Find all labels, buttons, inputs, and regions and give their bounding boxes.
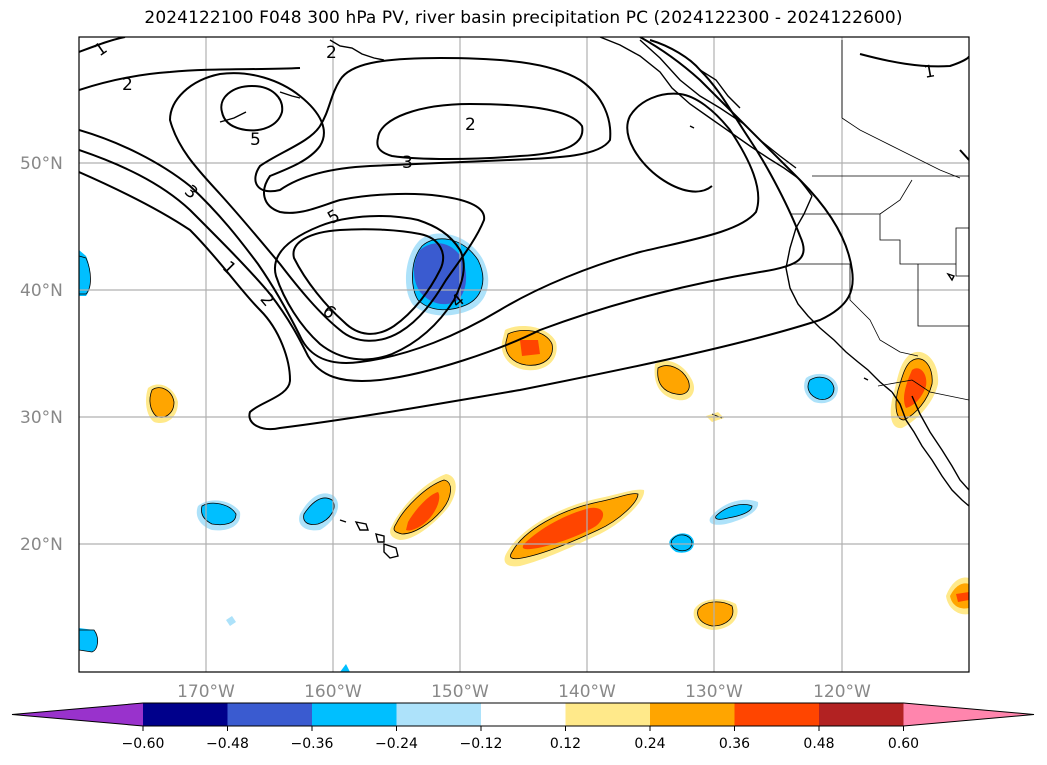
- precip-cell-negative: [405, 233, 489, 316]
- colorbar-cell: [312, 703, 397, 726]
- precip-cell-negative: [340, 664, 350, 672]
- pv-contour-label: 2: [122, 75, 133, 95]
- precip-cell-negative: [808, 377, 834, 400]
- precip-cell-positive: [149, 387, 174, 418]
- precip-cell-negative: [79, 628, 98, 652]
- colorbar-tick-label: 0.12: [550, 736, 581, 752]
- colorbar-cell: [565, 703, 651, 726]
- pv-contours: [79, 37, 969, 430]
- precip-cell-outlines: [79, 238, 933, 653]
- map-frame: [78, 36, 970, 673]
- colorbar-tick-label: −0.24: [375, 736, 418, 752]
- precip-cell-negative: [715, 504, 752, 520]
- colorbar-extension-high: [903, 703, 1034, 726]
- graticule: [79, 37, 969, 672]
- pv-contour-label: 2: [465, 115, 476, 135]
- precip-cell-positive: [501, 326, 557, 371]
- colorbar-cell: [734, 703, 820, 726]
- precip-anomaly-fields: [79, 233, 969, 672]
- precip-cell-positive: [956, 592, 969, 602]
- colorbar-tick-label: −0.36: [291, 736, 334, 752]
- precip-cell-negative: [226, 616, 236, 626]
- colorbar-extension-low: [12, 703, 143, 726]
- colorbar: −0.60 −0.48 −0.36 −0.24 −0.12 0.12 0.24 0.36 0.4…: [11, 702, 1035, 752]
- pv-contour-label: 1: [922, 61, 936, 83]
- lon-label-170w: 170°W: [177, 682, 235, 702]
- pv-contour-label: 5: [250, 130, 261, 150]
- precip-cell-negative: [669, 533, 694, 553]
- lon-label-140w: 140°W: [558, 682, 616, 702]
- precip-cell-negative: [201, 503, 236, 525]
- colorbar-tick-label: 0.48: [803, 736, 834, 752]
- lon-label-150w: 150°W: [431, 682, 489, 702]
- precip-cell-positive: [904, 368, 927, 408]
- lat-label-30n: 30°N: [20, 408, 63, 428]
- lat-label-50n: 50°N: [20, 154, 63, 174]
- lon-label-160w: 160°W: [304, 682, 362, 702]
- colorbar-tick-label: −0.60: [122, 736, 165, 752]
- colorbar-cell: [650, 703, 735, 726]
- map-title: 2024122100 F048 300 hPa PV, river basin …: [144, 8, 903, 28]
- colorbar-tick-label: −0.48: [206, 736, 249, 752]
- political-borders: [790, 40, 969, 401]
- latitude-labels: 50°N 40°N 30°N 20°N: [20, 154, 63, 555]
- colorbar-tick-label: 0.60: [888, 736, 919, 752]
- precip-cell-positive: [504, 489, 645, 567]
- colorbar-cell: [143, 703, 228, 726]
- pv-contour-label: 3: [402, 153, 413, 173]
- precip-cell-positive: [697, 601, 733, 626]
- lon-label-120w: 120°W: [813, 682, 871, 702]
- precip-cell-positive: [390, 474, 456, 540]
- map-panel: 1 2 2 5 2 3 3 5 1 2 6 4 1: [79, 37, 969, 672]
- lat-label-20n: 20°N: [20, 535, 63, 555]
- colorbar-cell: [227, 703, 313, 726]
- lon-label-130w: 130°W: [685, 682, 743, 702]
- colorbar-cell: [819, 703, 904, 726]
- lat-label-40n: 40°N: [20, 281, 63, 301]
- pv-contour-label: 2: [326, 43, 337, 63]
- colorbar-tick-label: 0.36: [719, 736, 750, 752]
- colorbar-tick-label: −0.12: [460, 736, 503, 752]
- colorbar-cell: [396, 703, 482, 726]
- colorbar-cell: [481, 703, 566, 726]
- precip-cell-negative: [303, 497, 335, 525]
- longitude-labels: 170°W 160°W 150°W 140°W 130°W 120°W: [177, 682, 871, 702]
- precip-cell-positive: [657, 365, 690, 395]
- colorbar-tick-label: 0.24: [634, 736, 665, 752]
